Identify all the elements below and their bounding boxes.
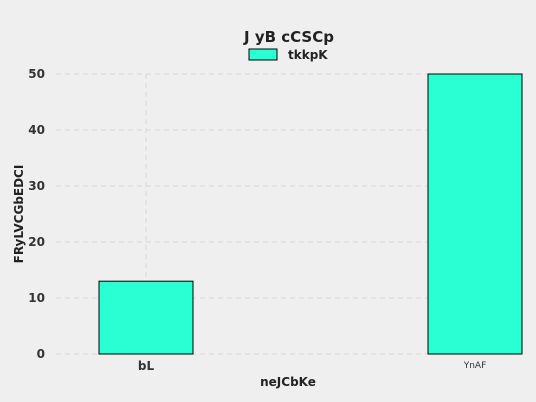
legend-swatch	[248, 48, 278, 61]
bars	[98, 73, 523, 355]
x-tick-label: bL	[138, 359, 155, 373]
y-tick-label: 0	[37, 347, 45, 361]
x-axis-title: neJCbKe	[260, 375, 316, 389]
y-tick-label: 30	[28, 179, 45, 193]
bar	[98, 280, 194, 355]
y-tick-label: 20	[28, 235, 45, 249]
chart-title: J yB cCSCp	[243, 28, 334, 46]
y-axis-title: FRyLVCGbEDCI	[12, 165, 26, 264]
y-tick-labels: 0 10 20 30 40 50	[28, 67, 45, 361]
bar	[427, 73, 523, 355]
legend-label: tkkpK	[288, 48, 328, 62]
legend: tkkpK	[248, 48, 328, 62]
x-tick-label: YnAF	[463, 361, 487, 371]
y-tick-label: 10	[28, 291, 45, 305]
y-tick-label: 50	[28, 67, 45, 81]
y-tick-label: 40	[28, 123, 45, 137]
x-tick-labels: bL YnAF	[138, 359, 486, 373]
